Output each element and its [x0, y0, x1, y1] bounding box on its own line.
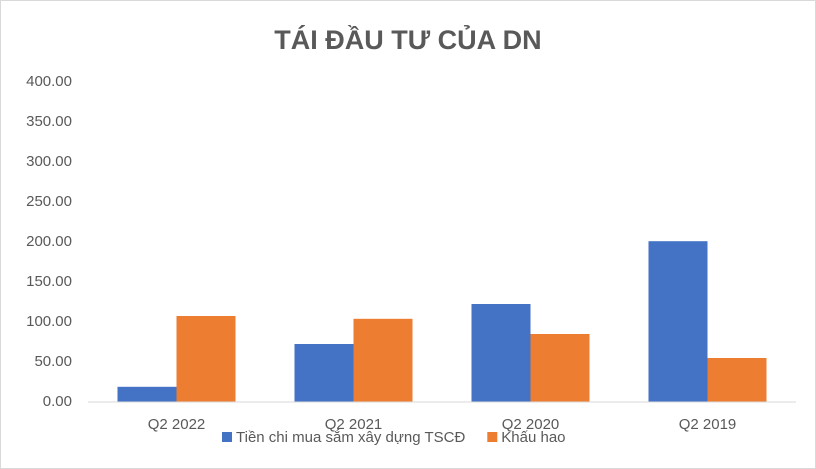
- bar: [294, 344, 354, 402]
- y-tick-label: 400.00: [26, 73, 72, 90]
- y-tick-label: 100.00: [26, 313, 72, 330]
- legend-label: Khấu hao: [501, 429, 565, 446]
- y-tick-label: 50.00: [34, 353, 72, 370]
- y-tick-label: 200.00: [26, 233, 72, 250]
- y-tick-label: 150.00: [26, 273, 72, 290]
- chart-title: TÁI ĐẦU TƯ CỦA DN: [274, 23, 541, 55]
- y-tick-label: 300.00: [26, 153, 72, 170]
- x-tick-label: Q2 2019: [679, 416, 737, 433]
- bar: [530, 334, 590, 402]
- bar: [353, 318, 413, 402]
- legend-swatch: [222, 432, 232, 442]
- y-tick-label: 350.00: [26, 113, 72, 130]
- bar: [707, 358, 767, 402]
- bar: [471, 304, 531, 402]
- x-tick-label: Q2 2022: [148, 416, 206, 433]
- x-tick-label: Q2 2020: [502, 416, 560, 433]
- legend-label: Tiền chi mua sắm xây dựng TSCĐ: [236, 429, 465, 446]
- bar: [648, 241, 708, 402]
- y-tick-label: 250.00: [26, 193, 72, 210]
- x-tick-label: Q2 2021: [325, 416, 383, 433]
- bar: [117, 386, 177, 402]
- bar: [176, 316, 236, 402]
- y-tick-label: 0.00: [43, 393, 72, 410]
- legend-swatch: [487, 432, 498, 442]
